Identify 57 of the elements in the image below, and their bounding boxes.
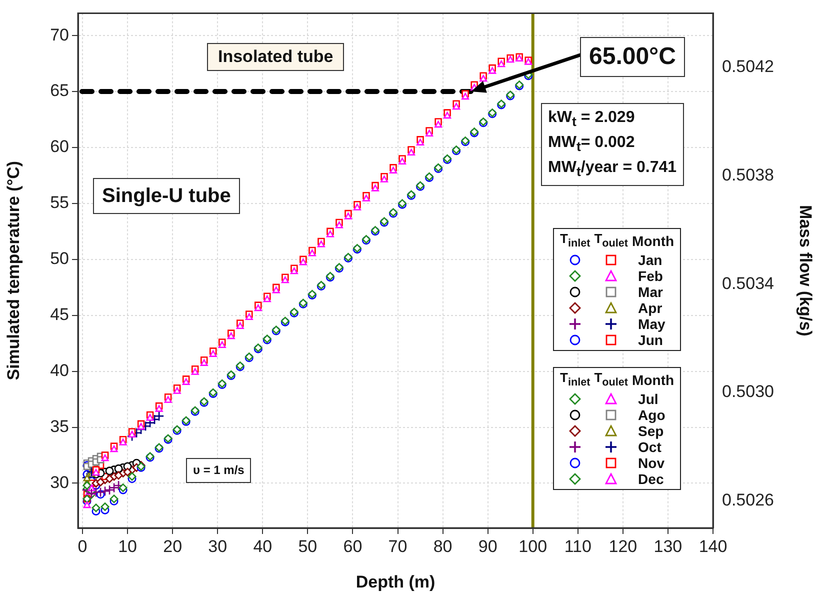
text: T$_{oulet}$ xyxy=(594,370,628,389)
y-axis-title: Simulated temperature (°C) xyxy=(4,160,23,380)
y-tick-label: 30 xyxy=(50,472,69,492)
x-tick-label: 110 xyxy=(564,536,592,556)
x-axis-title: Depth (m) xyxy=(356,572,436,592)
y2-tick-label: 0.5042 xyxy=(722,57,774,76)
y2-tick-label: 0.5038 xyxy=(722,165,774,184)
y-tick-label: 70 xyxy=(50,25,69,44)
legend-label: Mar xyxy=(637,284,664,300)
y-tick-label: 40 xyxy=(50,361,69,380)
x-tick-label: 60 xyxy=(343,536,362,556)
legend-label: Jul xyxy=(637,390,660,407)
annotation: T$_{inlet}$ xyxy=(559,231,592,252)
legend-label: Dec xyxy=(637,470,665,487)
annotation: MW$_{t}$= 0.002 xyxy=(548,132,636,156)
y-tick-label: 65 xyxy=(50,81,69,100)
x-tick-label: 50 xyxy=(298,536,318,556)
legend-label: Ago xyxy=(637,406,666,423)
legend-label: Nov xyxy=(637,454,666,471)
legend-label: Feb xyxy=(637,268,664,284)
annotation: υ = 1 m/s xyxy=(193,462,244,479)
x-tick-label: 120 xyxy=(608,536,638,556)
legend-label: Jun xyxy=(637,332,663,348)
legend-label: Apr xyxy=(637,300,664,316)
legend-label: Sep xyxy=(637,422,664,439)
text: Month xyxy=(632,372,674,388)
y-tick-label: 35 xyxy=(50,416,69,436)
y-tick-label: 50 xyxy=(50,249,69,268)
text: T$_{inlet}$ xyxy=(560,370,590,389)
annotation: Single-U tube xyxy=(102,184,231,209)
legend-title: Month xyxy=(631,232,676,252)
legend-label: May xyxy=(637,316,666,332)
x-tick-label: 0 xyxy=(78,536,88,556)
y2-tick-label: 0.5034 xyxy=(722,274,774,293)
annotation: 65.00°C xyxy=(589,42,676,72)
x-tick-label: 70 xyxy=(388,536,408,556)
y2-tick-label: 0.5026 xyxy=(722,490,774,510)
annotation: MW$_{t}$/year = 0.741 xyxy=(548,158,677,181)
annotation: Insolated tube xyxy=(218,46,334,68)
annotation: T$_{oulet}$ xyxy=(593,231,630,252)
legend-label: Jan xyxy=(637,252,664,268)
x-tick-label: 80 xyxy=(433,536,452,556)
y-tick-label: 55 xyxy=(50,193,69,212)
x-tick-label: 100 xyxy=(518,536,548,556)
annotation: kW$_{t}$ = 2.029 xyxy=(548,108,636,132)
y2-axis-title: Mass flow (kg/s) xyxy=(796,204,816,336)
x-tick-label: 90 xyxy=(478,536,498,556)
y-tick-label: 60 xyxy=(50,137,69,156)
y2-tick-label: 0.5030 xyxy=(722,382,774,402)
x-tick-label: 30 xyxy=(208,536,228,556)
x-tick-label: 40 xyxy=(253,536,272,556)
x-tick-label: 130 xyxy=(654,536,682,556)
x-tick-label: 20 xyxy=(163,536,182,556)
x-tick-label: 10 xyxy=(118,536,137,556)
y-tick-label: 45 xyxy=(50,305,69,324)
x-tick-label: 140 xyxy=(698,536,728,556)
legend-label: Oct xyxy=(637,438,662,455)
